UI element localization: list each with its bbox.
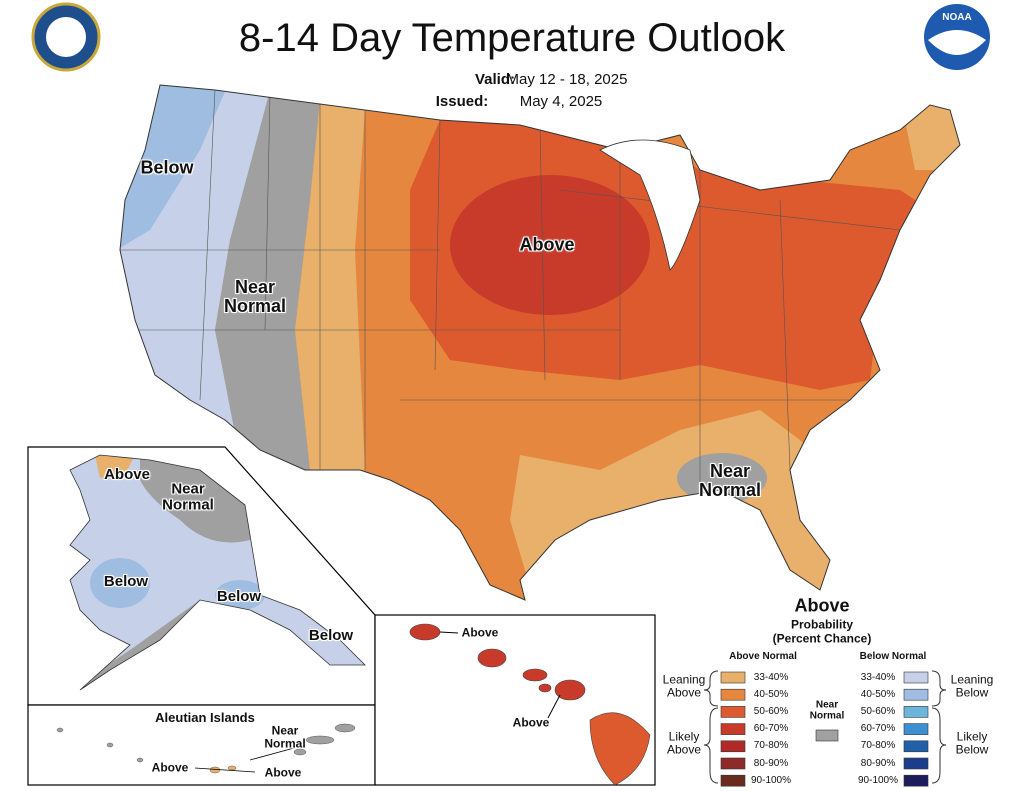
aleutian-islands (56, 723, 356, 774)
map-label: Near Normal (264, 723, 306, 750)
legend-label: 50-60% (753, 705, 789, 717)
aleutian-inset (27, 704, 376, 786)
legend-label: 90-100% (857, 774, 899, 786)
legend-group: Likely Below (955, 729, 989, 756)
legend-header: Below Normal (859, 650, 927, 662)
issued-date: May 4, 2025 (519, 93, 603, 111)
aleutian-title: Aleutian Islands (155, 710, 255, 726)
legend-label: 33-40% (753, 671, 789, 683)
region-near-normal (215, 90, 320, 470)
legend-swatch (720, 688, 746, 701)
legend-swatch (720, 671, 746, 684)
legend-swatch-near-normal (815, 729, 839, 742)
map-label: Near Normal (223, 277, 287, 316)
legend-label: 80-90% (860, 757, 896, 769)
legend-swatches (720, 671, 929, 787)
ak-above (95, 455, 135, 478)
conus-outline (119, 84, 961, 601)
legend-label: 70-80% (860, 740, 896, 752)
map-label: Above (104, 466, 150, 484)
legend-swatch (720, 740, 746, 753)
legend-swatch (903, 740, 929, 753)
legend-label: 80-90% (753, 757, 789, 769)
legend-group: Leaning Above (662, 672, 706, 699)
map-label: Above (461, 625, 499, 640)
issued-label: Issued: (435, 93, 489, 111)
legend-label: 60-70% (860, 722, 896, 734)
legend-label: 40-50% (860, 688, 896, 700)
legend-swatch (720, 706, 746, 718)
aleutian-pointers (194, 744, 306, 773)
map-label: Above (264, 765, 302, 780)
legend-title: Probability (790, 617, 854, 632)
map-label: Near Normal (698, 461, 762, 500)
legend-category: Above (794, 595, 850, 616)
noaa-logo-text: NOAA (942, 11, 972, 23)
legend-swatch (720, 723, 746, 735)
legend-label: 90-100% (750, 774, 792, 786)
legend-swatch (903, 688, 929, 701)
legend-near-normal: Near Normal (809, 699, 845, 721)
valid-label: Valid: (474, 71, 516, 89)
map-label: Below (308, 627, 354, 645)
state-lines (120, 89, 901, 500)
map-label: Below (216, 588, 262, 606)
map-label: Below (103, 573, 149, 591)
map-label: Below (140, 157, 194, 178)
map-label: Above (151, 760, 189, 775)
region-33-40-above (295, 100, 365, 470)
legend-braces (703, 670, 947, 784)
legend-label: 70-80% (753, 740, 789, 752)
legend-label: 40-50% (753, 688, 789, 700)
legend-group: Likely Above (666, 729, 702, 756)
ak-below-west (90, 558, 150, 608)
noaa-logo-bird (928, 30, 986, 55)
legend-subtitle: (Percent Chance) (772, 631, 872, 646)
region-near-normal-southeast (677, 453, 767, 503)
legend-swatch (903, 706, 929, 718)
legend-swatch (903, 671, 929, 684)
legend-swatch (720, 774, 746, 787)
legend-label: 60-70% (753, 722, 789, 734)
map-label: Above (512, 715, 550, 730)
map-label: Above (519, 234, 575, 255)
legend-swatch (903, 723, 929, 735)
map-label: Near Normal (162, 480, 214, 513)
legend-group: Leaning Below (950, 672, 994, 699)
hawaii-pointers (439, 631, 561, 719)
ak-below-south (215, 580, 265, 610)
legend-header: Above Normal (729, 650, 797, 662)
great-lakes (599, 139, 701, 271)
legend-swatch (903, 774, 929, 787)
valid-dates: May 12 - 18, 2025 (506, 71, 628, 89)
legend-label: 50-60% (860, 705, 896, 717)
legend-label: 33-40% (860, 671, 896, 683)
region-60-70-above (450, 175, 650, 315)
alaska-outline (69, 454, 366, 691)
legend-swatch (720, 757, 746, 770)
hawaii-islands (409, 623, 651, 786)
legend-swatch (903, 757, 929, 770)
title: 8-14 Day Temperature Outlook (238, 16, 786, 60)
commerce-seal-center (46, 17, 86, 57)
